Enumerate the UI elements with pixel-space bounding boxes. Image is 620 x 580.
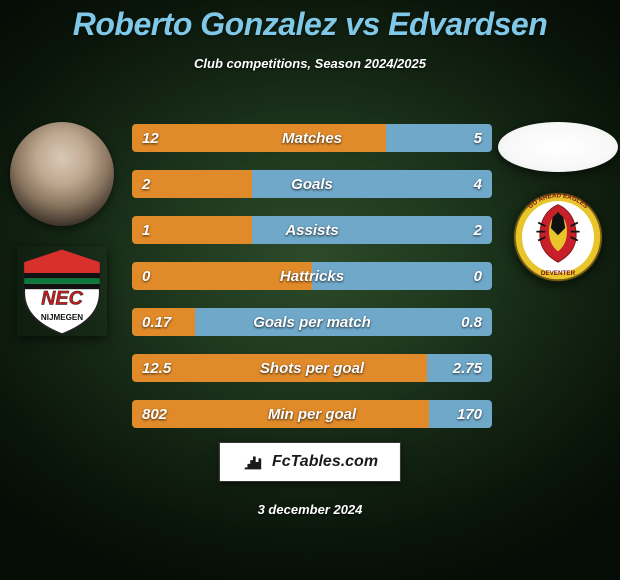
stat-bar-left: 0	[132, 262, 312, 290]
chart-icon	[242, 451, 264, 473]
stat-value-left: 0.17	[142, 314, 171, 331]
stat-value-left: 12.5	[142, 360, 171, 377]
source-badge: FcTables.com	[219, 442, 401, 482]
stat-value-right: 0	[474, 268, 482, 285]
player-left-photo	[10, 122, 114, 226]
stat-value-right: 2.75	[453, 360, 482, 377]
left-player-column: NEC NIJMEGEN	[8, 122, 116, 336]
stat-value-left: 802	[142, 406, 167, 423]
stat-value-right: 170	[457, 406, 482, 423]
stat-row: 00Hattricks	[132, 262, 492, 290]
stat-row: 12Assists	[132, 216, 492, 244]
player-right-photo	[498, 122, 618, 172]
club-right-badge: GO AHEAD EAGLES DEVENTER	[513, 192, 603, 282]
stat-bar-left: 12	[132, 124, 386, 152]
page-subtitle: Club competitions, Season 2024/2025	[0, 56, 620, 71]
stat-value-right: 5	[474, 130, 482, 147]
club-left-badge: NEC NIJMEGEN	[17, 246, 107, 336]
stat-bar-left: 0.17	[132, 308, 195, 336]
stat-bar-left: 802	[132, 400, 429, 428]
stat-value-left: 0	[142, 268, 150, 285]
stat-value-right: 4	[474, 176, 482, 193]
stat-row: 12.52.75Shots per goal	[132, 354, 492, 382]
stat-bar-left: 2	[132, 170, 252, 198]
stat-row: 24Goals	[132, 170, 492, 198]
stat-bar-right: 170	[429, 400, 492, 428]
svg-text:DEVENTER: DEVENTER	[541, 270, 576, 277]
page-title: Roberto Gonzalez vs Edvardsen	[0, 6, 620, 43]
stat-bar-left: 12.5	[132, 354, 427, 382]
stat-bar-right: 5	[386, 124, 492, 152]
stat-row: 125Matches	[132, 124, 492, 152]
stat-row: 0.170.8Goals per match	[132, 308, 492, 336]
stat-bar-right: 0	[312, 262, 492, 290]
stat-value-left: 2	[142, 176, 150, 193]
date-label: 3 december 2024	[0, 502, 620, 517]
stat-value-left: 12	[142, 130, 159, 147]
stat-bar-right: 2.75	[427, 354, 492, 382]
source-label: FcTables.com	[272, 453, 378, 471]
stat-bar-right: 0.8	[195, 308, 492, 336]
stat-bar-left: 1	[132, 216, 252, 244]
right-player-column: GO AHEAD EAGLES DEVENTER	[504, 122, 612, 282]
stat-value-left: 1	[142, 222, 150, 239]
svg-text:NIJMEGEN: NIJMEGEN	[41, 313, 83, 322]
stat-bar-right: 4	[252, 170, 492, 198]
stat-row: 802170Min per goal	[132, 400, 492, 428]
stats-bars: 125Matches24Goals12Assists00Hattricks0.1…	[132, 124, 492, 428]
stat-bar-right: 2	[252, 216, 492, 244]
stat-value-right: 2	[474, 222, 482, 239]
stat-value-right: 0.8	[461, 314, 482, 331]
svg-text:NEC: NEC	[41, 288, 83, 310]
